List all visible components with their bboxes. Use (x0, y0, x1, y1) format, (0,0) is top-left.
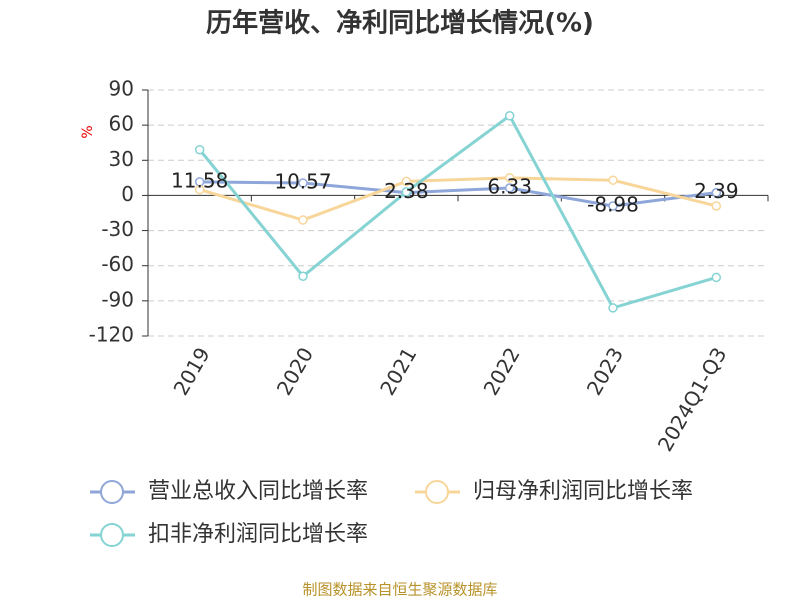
y-tick-label: -60 (101, 252, 134, 276)
series-line (199, 176, 717, 222)
source-note: 制图数据来自恒生聚源数据库 (302, 581, 497, 599)
data-point (401, 187, 412, 197)
data-point (711, 201, 722, 211)
legend-marker (100, 523, 124, 547)
data-label: 2.39 (694, 179, 739, 203)
data-point (401, 176, 412, 187)
data-point (711, 272, 722, 283)
chart-title: 历年营收、净利同比增长情况(%) (206, 8, 594, 39)
data-point (194, 184, 205, 195)
data-label: -8.98 (587, 192, 639, 216)
legend-marker (100, 480, 124, 504)
series-line (199, 180, 717, 208)
x-tick-label: 2024Q1-Q3 (653, 343, 732, 455)
y-tick-label: -90 (101, 287, 134, 311)
data-point (608, 303, 618, 313)
data-point (298, 271, 308, 282)
data-point (608, 201, 618, 211)
data-label: 11.58 (171, 168, 228, 192)
y-tick-label: 0 (121, 182, 134, 206)
legend-marker (425, 480, 449, 504)
x-tick-label: 2022 (479, 343, 525, 399)
y-tick-label: -30 (101, 217, 134, 241)
x-tick-label: 2020 (272, 343, 318, 399)
y-tick-label: 30 (109, 147, 134, 171)
y-tick-label: -120 (89, 323, 134, 347)
data-point (711, 187, 722, 198)
y-axis-label: % (80, 125, 96, 138)
data-point (298, 178, 308, 188)
data-label: 6.33 (487, 175, 532, 199)
data-point (298, 215, 308, 225)
data-point (504, 173, 515, 183)
data-point (504, 183, 515, 193)
x-tick-label: 2023 (582, 343, 628, 399)
x-tick-label: 2021 (375, 343, 421, 399)
y-tick-label: 90 (109, 77, 134, 101)
legend-label: 归母净利润同比增长率 (473, 479, 693, 504)
legend-label: 营业总收入同比增长率 (148, 479, 368, 504)
data-label: 2.38 (384, 179, 429, 203)
data-label: 10.57 (274, 170, 331, 194)
data-point (194, 144, 205, 155)
series-line (198, 113, 717, 310)
x-tick-label: 2019 (169, 343, 215, 399)
data-point (504, 111, 515, 121)
y-tick-label: 60 (109, 112, 134, 136)
legend-label: 扣非净利润同比增长率 (148, 522, 368, 547)
data-point (608, 175, 618, 185)
